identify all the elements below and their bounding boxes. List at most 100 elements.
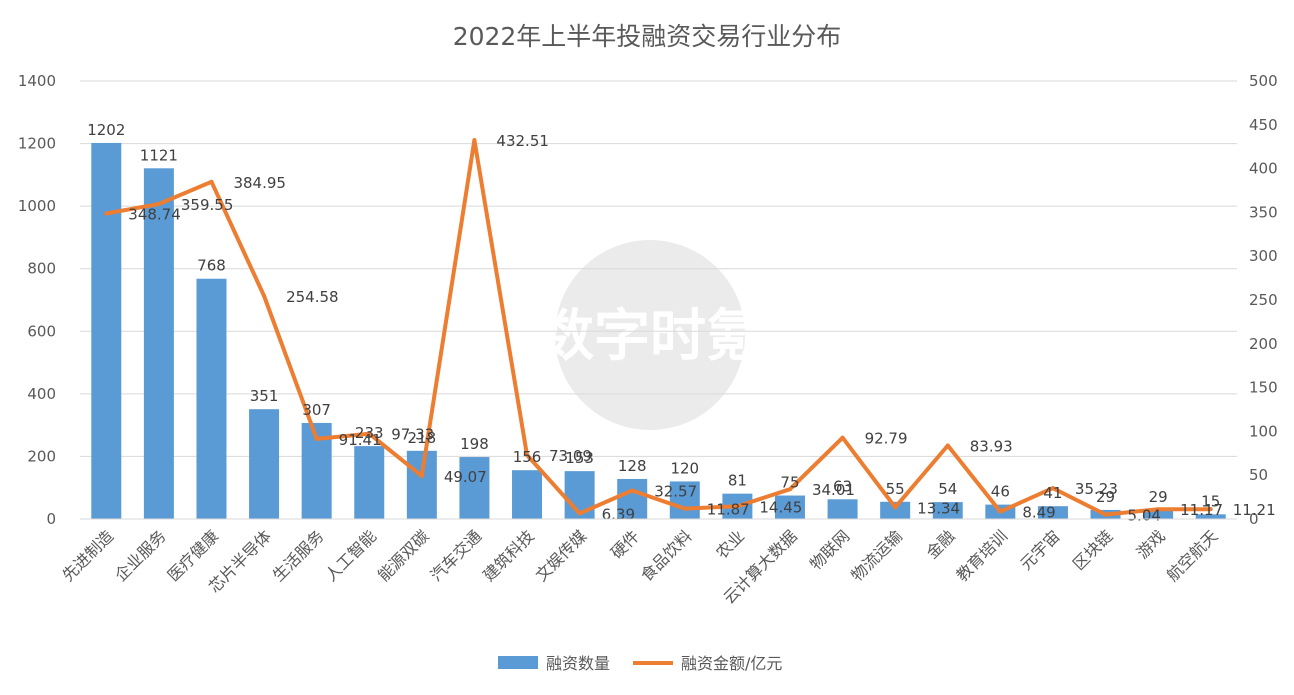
- line-data-label: 8.49: [1022, 504, 1055, 522]
- bar-data-label: 46: [991, 483, 1010, 501]
- right-y-axis: 0 50 100 150 200 250 300 350 400 450 500: [1249, 72, 1278, 528]
- line-data-label: 348.74: [128, 206, 181, 224]
- line-point: [787, 487, 792, 492]
- right-y-tick-label: 150: [1249, 379, 1278, 397]
- line-point: [1208, 507, 1213, 512]
- right-y-tick-label: 400: [1249, 160, 1278, 178]
- chart-title: 2022年上半年投融资交易行业分布: [453, 22, 842, 51]
- left-y-tick-label: 800: [27, 260, 56, 278]
- bar: [196, 278, 227, 519]
- bar-data-label: 29: [1096, 488, 1115, 506]
- bar-data-label: 1121: [140, 146, 178, 164]
- bar-data-label: 768: [197, 257, 226, 275]
- bar: [774, 495, 805, 519]
- line-data-label: 359.55: [181, 196, 234, 214]
- line-data-label: 432.51: [496, 132, 549, 150]
- left-y-tick-label: 200: [27, 447, 56, 465]
- line-data-label: 73.09: [549, 447, 592, 465]
- line-point: [314, 436, 319, 441]
- line-point: [998, 509, 1003, 514]
- bar-data-label: 128: [618, 457, 647, 475]
- right-y-tick-label: 300: [1249, 247, 1278, 265]
- right-y-tick-label: 450: [1249, 116, 1278, 134]
- bar-data-label: 218: [408, 429, 437, 447]
- watermark: 数字时氪: [538, 240, 762, 430]
- bar: [406, 450, 437, 519]
- legend-bar-label: 融资数量: [546, 654, 610, 673]
- right-y-tick-label: 500: [1249, 72, 1278, 90]
- bar: [249, 409, 280, 519]
- bar-data-label: 156: [513, 448, 542, 466]
- bar: [932, 502, 963, 519]
- legend-bar-swatch: [498, 656, 538, 669]
- left-y-tick-label: 1400: [18, 72, 56, 90]
- right-y-tick-label: 200: [1249, 335, 1278, 353]
- line-data-label: 11.21: [1233, 501, 1276, 519]
- bar: [512, 470, 543, 519]
- line-point: [104, 211, 109, 216]
- bar-data-label: 15: [1201, 492, 1220, 510]
- legend: 融资数量 融资金额/亿元: [498, 654, 782, 673]
- bar-data-label: 41: [1043, 484, 1062, 502]
- bar-data-label: 75: [780, 474, 799, 492]
- line-point: [682, 506, 687, 511]
- left-y-tick-label: 0: [46, 510, 56, 528]
- right-y-tick-label: 350: [1249, 203, 1278, 221]
- right-y-tick-label: 250: [1249, 291, 1278, 309]
- bar: [143, 168, 174, 519]
- left-y-tick-label: 1200: [18, 135, 56, 153]
- left-y-axis: 0 200 400 600 800 1000 1200 1400: [18, 72, 56, 528]
- left-y-tick-label: 1000: [18, 197, 56, 215]
- line-data-label: 384.95: [233, 174, 286, 192]
- line-point: [472, 138, 477, 143]
- bar-data-labels: 1202 1121 768 351 307 233 218 198 156 153 128 120 81…: [87, 121, 1220, 510]
- bar-data-label: 63: [833, 477, 852, 495]
- line-series: [104, 138, 1213, 517]
- line-point: [262, 293, 267, 298]
- bar-data-label: 29: [1149, 488, 1168, 506]
- right-y-tick-label: 100: [1249, 422, 1278, 440]
- line-point: [893, 505, 898, 510]
- bar: [617, 478, 648, 519]
- bar-data-label: 351: [250, 387, 279, 405]
- bar: [1037, 506, 1068, 519]
- line-point: [525, 452, 530, 457]
- line-point: [1050, 486, 1055, 491]
- bar-data-label: 54: [938, 480, 957, 498]
- legend-line-label: 融资金额/亿元: [681, 654, 782, 673]
- line-point: [840, 435, 845, 440]
- line-data-label: 91.41: [339, 431, 382, 449]
- bar-data-label: 55: [886, 480, 905, 498]
- bar: [827, 499, 858, 519]
- line-data-label: 14.45: [759, 498, 802, 516]
- line-data-label: 92.79: [865, 430, 908, 448]
- bar-data-label: 198: [460, 435, 489, 453]
- line-path: [105, 138, 1211, 517]
- bar: [354, 446, 385, 519]
- line-point: [367, 431, 372, 436]
- bar: [459, 457, 490, 519]
- line-point: [630, 488, 635, 493]
- line-point: [156, 202, 161, 207]
- bar: [880, 501, 911, 519]
- bar: [1143, 509, 1174, 519]
- line-point: [209, 179, 214, 184]
- line-data-label: 5.04: [1128, 507, 1161, 525]
- left-y-tick-label: 400: [27, 385, 56, 403]
- watermark-text: 数字时氪: [538, 304, 762, 369]
- bar-data-label: 153: [565, 449, 594, 467]
- line-data-label: 97.33: [391, 426, 434, 444]
- left-y-tick-label: 600: [27, 322, 56, 340]
- bar: [669, 481, 700, 519]
- line-data-label: 11.17: [1180, 501, 1223, 519]
- line-data-label: 32.57: [654, 482, 697, 500]
- bar: [91, 142, 122, 519]
- line-data-label: 6.39: [602, 505, 635, 523]
- line-data-label: 35.23: [1075, 480, 1118, 498]
- bar-data-label: 307: [302, 401, 331, 419]
- right-y-tick-label: 0: [1249, 510, 1259, 528]
- bar: [1195, 514, 1226, 519]
- line-point: [945, 443, 950, 448]
